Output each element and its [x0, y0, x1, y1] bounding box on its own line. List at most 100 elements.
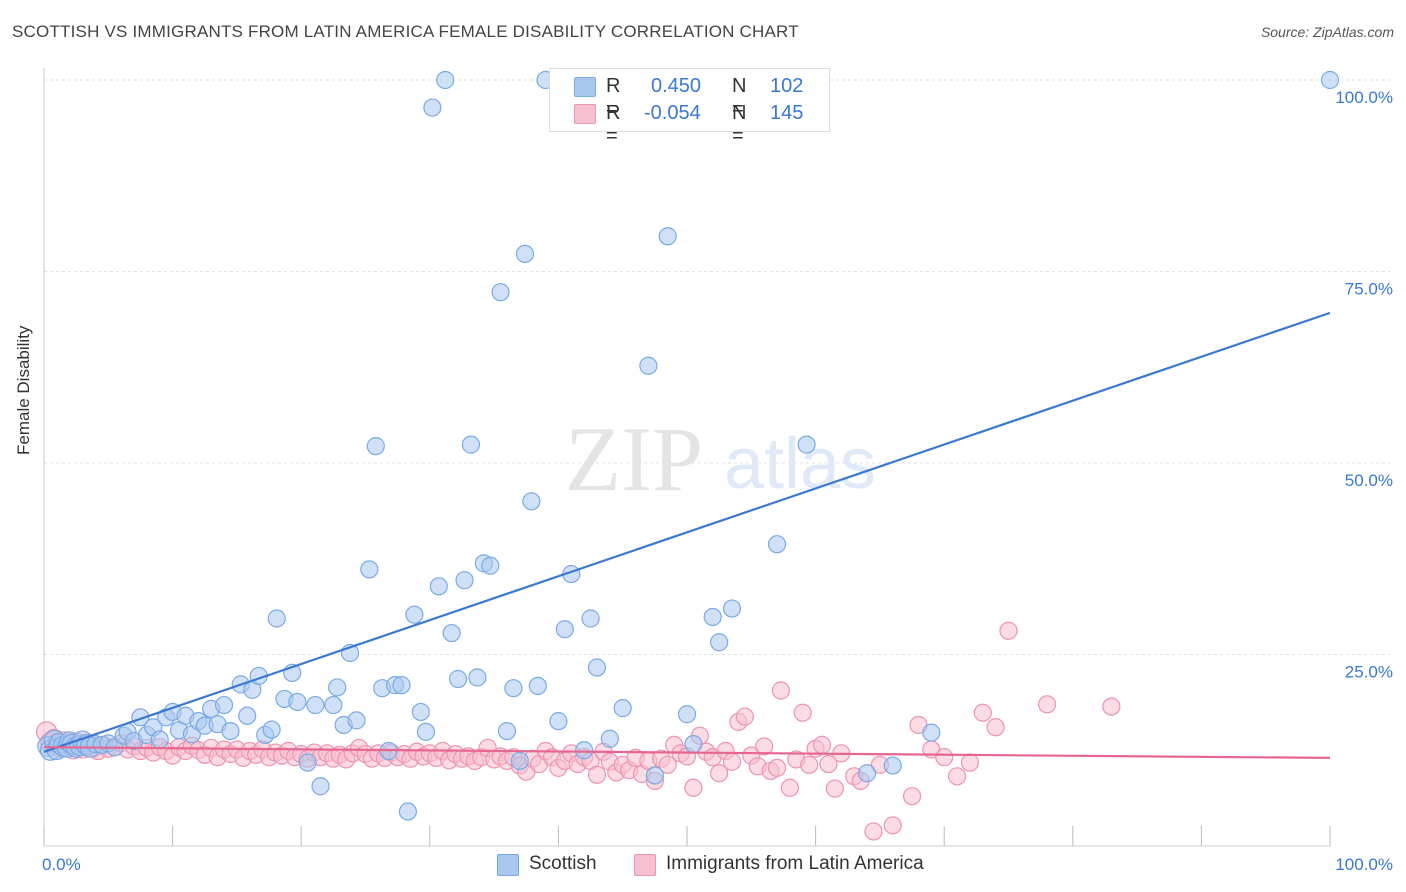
scottish-point-80 — [528, 676, 547, 696]
latin-point-143 — [1037, 695, 1057, 714]
latin-point-138 — [947, 767, 967, 786]
scottish-point-83 — [555, 620, 574, 639]
scottish-point-62 — [411, 702, 430, 722]
scottish-point-93 — [677, 705, 697, 724]
scottish-point-42 — [267, 609, 286, 628]
trend-lines — [43, 311, 1331, 760]
scottish-point-102 — [883, 756, 902, 775]
latin-point-101 — [658, 755, 677, 774]
scottish-point-86 — [581, 609, 600, 628]
scottish-point-48 — [311, 777, 330, 796]
source-label: Source: ZipAtlas.com — [1260, 24, 1394, 40]
scottish-point-34 — [214, 695, 234, 715]
scottish-point-103 — [922, 723, 941, 742]
scottish-point-87 — [587, 658, 607, 677]
scottish-point-73 — [481, 556, 500, 575]
scottish-point-66 — [436, 70, 455, 90]
latin-point-131 — [864, 822, 883, 841]
legend-swatch-scottish — [574, 77, 596, 97]
scottish-point-21 — [131, 708, 150, 727]
scottish-point-53 — [347, 711, 366, 730]
scottish-point-54 — [360, 560, 379, 579]
scottish-point-35 — [221, 721, 240, 741]
scottish-point-41 — [262, 720, 281, 739]
scottish-point-89 — [613, 699, 632, 718]
latin-point-122 — [793, 703, 812, 722]
bottom-legend-label-scottish: Scottish — [529, 853, 597, 874]
legend-n-value-latin: 145 — [770, 102, 804, 124]
latin-trend-line — [43, 746, 1331, 760]
scottish-point-92 — [658, 227, 677, 246]
scottish-point-75 — [497, 721, 517, 741]
scottish-point-69 — [455, 571, 474, 590]
scottish-point-46 — [298, 753, 317, 772]
latin-point-120 — [780, 778, 799, 797]
scottish-point-88 — [600, 729, 619, 748]
scottish-point-64 — [423, 98, 442, 117]
latin-point-140 — [973, 703, 992, 722]
scottish-point-68 — [448, 669, 468, 689]
latin-point-125 — [812, 735, 832, 754]
scottish-point-60 — [398, 802, 418, 821]
scottish-point-50 — [328, 678, 347, 697]
scottish-point-76 — [504, 679, 523, 698]
scottish-point-97 — [722, 599, 742, 618]
scottish-point-49 — [324, 695, 343, 715]
gridlines — [44, 79, 1390, 655]
scottish-point-70 — [461, 435, 481, 454]
scottish-point-24 — [150, 730, 169, 749]
scottish-point-79 — [522, 492, 541, 511]
scottish-point-104 — [1320, 70, 1340, 90]
latin-point-113 — [735, 707, 754, 726]
scottish-point-94 — [684, 735, 703, 754]
latin-point-123 — [800, 755, 819, 774]
chart-title: SCOTTISH VS IMMIGRANTS FROM LATIN AMERIC… — [12, 22, 799, 41]
latin-point-109 — [710, 764, 729, 783]
scottish-point-99 — [767, 535, 787, 554]
scottish-point-59 — [392, 676, 411, 695]
scottish-point-90 — [639, 356, 658, 375]
legend-n-label: N = — [732, 102, 747, 147]
latin-point-137 — [935, 748, 954, 767]
legend-n-label: N = — [732, 75, 747, 120]
scottish-point-45 — [288, 692, 307, 712]
legend-r-label: R = — [606, 102, 621, 147]
watermark-atlas: atlas — [724, 424, 876, 504]
scottish-point-67 — [442, 623, 461, 643]
watermark-zip: ZIP — [565, 408, 703, 510]
scottish-point-95 — [703, 607, 722, 627]
latin-point-142 — [999, 621, 1018, 640]
legend-r-label: R = — [606, 75, 621, 120]
latin-point-111 — [722, 752, 742, 771]
scottish-trend-line — [43, 311, 1331, 753]
latin-point-127 — [825, 779, 844, 798]
y-tick-label-0: 25.0% — [1345, 663, 1393, 682]
scottish-point-78 — [515, 244, 535, 263]
y-tick-label-2: 75.0% — [1345, 280, 1393, 299]
legend-n-value-scottish: 102 — [770, 75, 804, 97]
scottish-point-37 — [238, 706, 257, 725]
scottish-point-71 — [468, 668, 487, 687]
latin-point-119 — [771, 681, 790, 700]
latin-point-144 — [1102, 697, 1121, 716]
latin-point-134 — [902, 787, 922, 806]
scottish-point-85 — [575, 741, 594, 760]
latin-point-118 — [767, 758, 787, 777]
scottish-point-96 — [710, 633, 729, 652]
scottish-point-100 — [797, 435, 816, 454]
legend-r-value-latin: -0.054 — [644, 102, 701, 124]
latin-point-139 — [960, 753, 980, 772]
scottish-point-55 — [366, 437, 385, 456]
latin-point-133 — [883, 816, 902, 835]
latin-point-90 — [587, 765, 607, 784]
bottom-legend-swatch-scottish — [497, 854, 519, 876]
latin-point-141 — [986, 718, 1005, 737]
scottish-point-91 — [645, 766, 664, 785]
bottom-legend-swatch-latin — [634, 854, 656, 876]
latin-point-126 — [819, 754, 838, 774]
scottish-point-65 — [429, 577, 448, 596]
scottish-point-82 — [549, 712, 568, 731]
x-tick-label-1: 100.0% — [1335, 855, 1393, 874]
bottom-legend-label-latin: Immigrants from Latin America — [666, 853, 924, 874]
scottish-point-63 — [416, 722, 436, 741]
